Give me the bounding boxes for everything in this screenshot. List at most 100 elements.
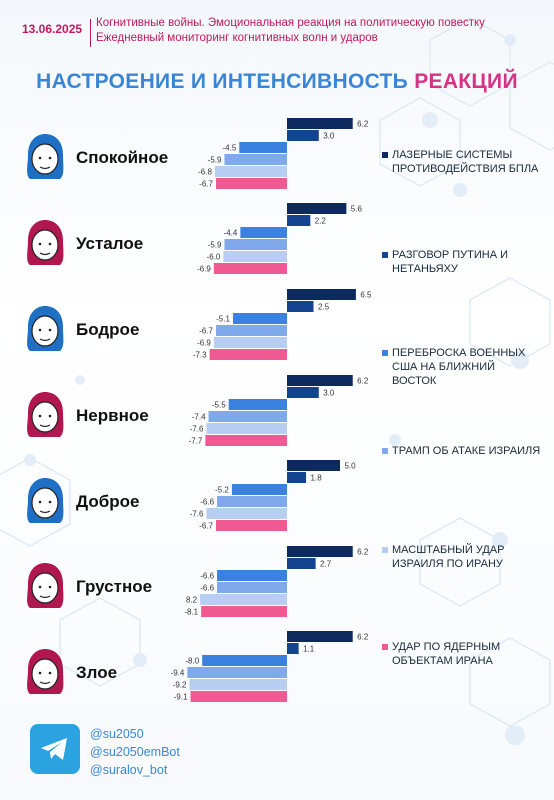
legend-swatch <box>382 152 388 158</box>
bar <box>287 460 340 471</box>
paper-plane-icon <box>41 738 67 760</box>
handle-link[interactable]: @su2050 <box>90 727 144 741</box>
face-icon <box>22 560 68 612</box>
data-label: -7.6 <box>190 425 204 434</box>
face-icon <box>22 389 68 441</box>
data-label: -6.6 <box>200 584 214 593</box>
bar <box>215 520 287 531</box>
legend-swatch <box>382 547 388 553</box>
data-label: 1.8 <box>311 474 323 483</box>
bar <box>213 337 287 348</box>
data-label: 6.5 <box>360 291 372 300</box>
bar <box>224 239 287 250</box>
mood-label: Усталое <box>76 234 144 253</box>
bar <box>287 631 353 642</box>
bar <box>213 263 287 274</box>
bar <box>287 215 311 226</box>
data-label: 5.0 <box>344 462 356 471</box>
page-title: НАСТРОЕНИЕ И ИНТЕНСИВНОСТЬ РЕАКЦИЙ <box>0 70 554 94</box>
bar <box>201 606 287 617</box>
bar <box>240 227 287 238</box>
bar <box>200 594 287 605</box>
telegram-icon[interactable] <box>30 724 80 774</box>
bar <box>239 142 287 153</box>
handle-link[interactable]: @su2050emBot <box>90 745 180 759</box>
bar <box>287 558 316 569</box>
report-date: 13.06.2025 <box>22 22 83 36</box>
face-icon <box>22 475 68 527</box>
legend-label: ЛАЗЕРНЫЕ СИСТЕМЫ ПРОТИВОДЕЙСТВИЯ БПЛА <box>392 149 539 175</box>
bar <box>187 667 287 678</box>
bar <box>209 349 287 360</box>
mood-label: Доброе <box>76 492 140 511</box>
data-label: -6.0 <box>207 253 221 262</box>
data-label: -6.6 <box>200 572 214 581</box>
bar <box>231 484 287 495</box>
bar <box>287 546 353 557</box>
data-label: 6.2 <box>357 548 369 557</box>
data-label: -8.1 <box>184 608 198 617</box>
title-part-2: РЕАКЦИЙ <box>414 70 518 93</box>
data-label: -5.9 <box>208 156 222 165</box>
data-label: 1.1 <box>303 645 315 654</box>
data-label: 3.0 <box>323 132 335 141</box>
header-divider <box>90 19 91 47</box>
header: 13.06.2025 Когнитивные войны. Эмоциональ… <box>0 0 554 58</box>
legend-swatch <box>382 644 388 650</box>
bar <box>287 130 319 141</box>
bar <box>228 399 287 410</box>
bar <box>215 178 287 189</box>
data-label: -4.5 <box>223 144 237 153</box>
data-label: 2.2 <box>315 217 327 226</box>
mood-label: Спокойное <box>76 148 169 167</box>
header-subtitle: Когнитивные войны. Эмоциональная реакция… <box>96 17 485 29</box>
data-label: -7.7 <box>189 437 203 446</box>
data-label: -6.7 <box>199 180 213 189</box>
data-label: -6.8 <box>198 168 212 177</box>
header-description: Ежедневный мониторинг когнитивных волн и… <box>96 32 378 44</box>
bar <box>287 203 347 214</box>
data-label: 8.2 <box>186 596 198 605</box>
data-label: -6.9 <box>197 339 211 348</box>
data-label: 5.6 <box>351 205 363 214</box>
face-icon <box>22 303 68 355</box>
data-label: 2.7 <box>320 560 332 569</box>
bar <box>224 154 287 165</box>
data-label: -8.0 <box>185 657 199 666</box>
legend-swatch <box>382 448 388 454</box>
bar <box>223 251 287 262</box>
bar <box>208 411 287 422</box>
data-label: -7.4 <box>192 413 206 422</box>
bar <box>287 643 299 654</box>
handle-link[interactable]: @suralov_bot <box>90 763 168 777</box>
data-label: -5.2 <box>215 486 229 495</box>
bar <box>190 691 287 702</box>
legend-label: УДАР ПО ЯДЕРНЫМ ОБЪЕКТАМ ИРАНА <box>392 641 501 667</box>
legend-label: ТРАМП ОБ АТАКЕ ИЗРАИЛЯ <box>392 445 541 457</box>
bar <box>287 375 353 386</box>
bar <box>287 118 353 129</box>
data-label: -7.6 <box>190 510 204 519</box>
bar <box>206 508 287 519</box>
mood-label: Злое <box>76 663 118 682</box>
data-label: -9.4 <box>171 669 185 678</box>
data-label: -7.3 <box>193 351 207 360</box>
legend-label: РАЗГОВОР ПУТИНА И НЕТАНЬЯХУ <box>392 249 509 275</box>
bar <box>287 472 307 483</box>
data-label: -6.7 <box>199 327 213 336</box>
data-label: -4.4 <box>224 229 238 238</box>
data-label: 6.2 <box>357 120 369 129</box>
bar <box>217 496 287 507</box>
face-icon <box>22 131 68 183</box>
data-label: -5.5 <box>212 401 226 410</box>
data-label: 2.5 <box>318 303 330 312</box>
face-icon <box>22 217 68 269</box>
mood-label: Бодрое <box>76 320 140 339</box>
data-label: 6.2 <box>357 377 369 386</box>
legend-swatch <box>382 252 388 258</box>
legend-label: МАСШТАБНЫЙ УДАР ИЗРАИЛЯ ПО ИРАНУ <box>392 544 505 570</box>
title-part-1: НАСТРОЕНИЕ И ИНТЕНСИВНОСТЬ <box>36 70 409 93</box>
